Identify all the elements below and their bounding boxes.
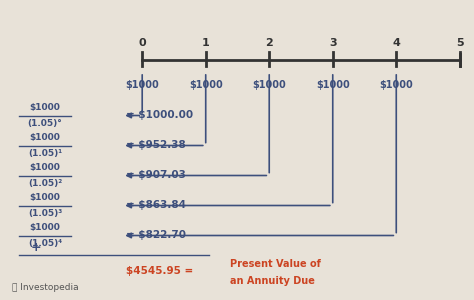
Text: = $1000.00: = $1000.00 — [126, 110, 193, 121]
Text: = $907.03: = $907.03 — [126, 170, 185, 181]
Text: $1000: $1000 — [379, 80, 413, 91]
Text: (1.05)⁴: (1.05)⁴ — [28, 239, 62, 248]
Text: $1000: $1000 — [125, 80, 159, 91]
Text: (1.05)¹: (1.05)¹ — [28, 149, 62, 158]
Text: 2: 2 — [265, 38, 273, 48]
Text: an Annuity Due: an Annuity Due — [230, 275, 315, 286]
Text: (1.05)³: (1.05)³ — [28, 209, 62, 218]
Text: $1000: $1000 — [29, 103, 61, 112]
Text: $1000: $1000 — [29, 223, 61, 232]
Text: 1: 1 — [202, 38, 210, 48]
Text: $1000: $1000 — [252, 80, 286, 91]
Text: = $822.70: = $822.70 — [126, 230, 186, 241]
Text: $4545.95 =: $4545.95 = — [126, 266, 193, 277]
Text: (1.05)°: (1.05)° — [27, 119, 63, 128]
Text: $1000: $1000 — [29, 193, 61, 202]
Text: $1000: $1000 — [29, 133, 61, 142]
Text: = $952.38: = $952.38 — [126, 140, 185, 151]
Text: $1000: $1000 — [29, 163, 61, 172]
Text: $1000: $1000 — [189, 80, 223, 91]
Text: 5: 5 — [456, 38, 464, 48]
Text: +: + — [30, 241, 41, 254]
Text: = $863.84: = $863.84 — [126, 200, 186, 211]
Text: $1000: $1000 — [316, 80, 350, 91]
Text: Present Value of: Present Value of — [230, 259, 321, 269]
Text: (1.05)²: (1.05)² — [28, 179, 62, 188]
Text: 3: 3 — [329, 38, 337, 48]
Text: ⓘ Investopedia: ⓘ Investopedia — [12, 284, 79, 292]
Text: 0: 0 — [138, 38, 146, 48]
Text: 4: 4 — [392, 38, 400, 48]
